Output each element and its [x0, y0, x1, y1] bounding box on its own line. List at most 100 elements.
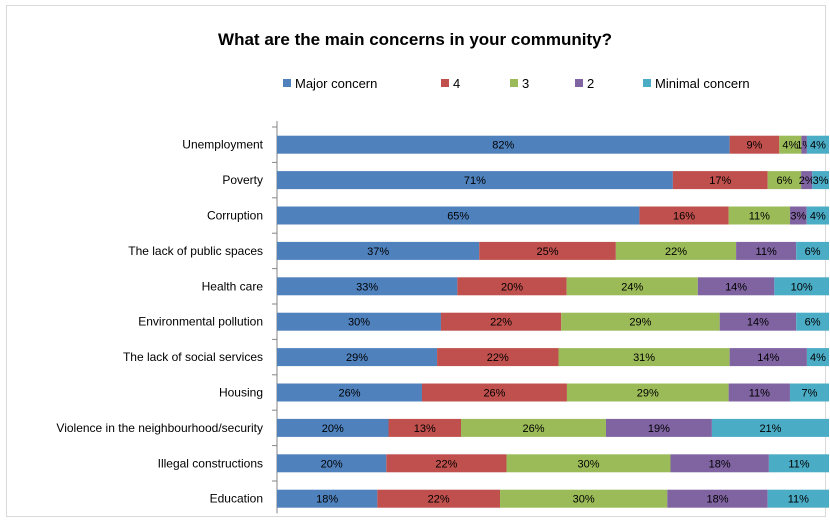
data-label: 14% — [725, 281, 747, 293]
data-label: 26% — [483, 388, 505, 400]
bar-segment — [277, 489, 378, 508]
data-label: 20% — [321, 458, 343, 470]
category-label: Violence in the neighbourhood/security — [56, 421, 263, 435]
legend-swatch — [575, 79, 583, 87]
data-label: 18% — [709, 458, 731, 470]
data-label: 11% — [788, 494, 809, 506]
data-label: 26% — [522, 423, 544, 435]
bar-segment — [388, 418, 461, 437]
chart-title: What are the main concerns in your commu… — [218, 30, 612, 49]
data-label: 65% — [447, 211, 469, 223]
category-label: The lack of social services — [123, 350, 263, 364]
bar-segment — [277, 383, 422, 402]
bar-segment — [500, 489, 668, 508]
data-label: 30% — [573, 494, 595, 506]
bar-segment — [711, 418, 829, 437]
bar-segment — [561, 312, 720, 331]
data-label: 11% — [749, 388, 770, 400]
bar-segment — [806, 348, 829, 367]
bar-segment — [796, 241, 829, 260]
bar-segment — [789, 206, 807, 225]
category-label: Illegal constructions — [158, 456, 263, 470]
bar-segment — [728, 383, 790, 402]
bar-segment — [479, 241, 616, 260]
bar-segment — [277, 348, 438, 367]
data-label: 30% — [578, 458, 600, 470]
bar-segment — [767, 171, 802, 190]
category-label: The lack of public spaces — [128, 244, 263, 258]
bar-segment — [670, 454, 769, 473]
data-label: 19% — [648, 423, 670, 435]
data-label: 20% — [501, 281, 523, 293]
legend-label: Minimal concern — [655, 76, 750, 91]
legend-swatch — [510, 79, 518, 87]
data-label: 18% — [316, 494, 338, 506]
data-label: 6% — [805, 317, 821, 329]
bar-segment — [736, 241, 797, 260]
bar-segment — [605, 418, 712, 437]
bar-segment — [729, 135, 780, 154]
bar-segment — [697, 277, 775, 296]
bar-segment — [615, 241, 737, 260]
data-label: 22% — [435, 458, 457, 470]
data-label: 13% — [414, 423, 436, 435]
data-label: 29% — [637, 388, 659, 400]
bar-segment — [774, 277, 829, 296]
legend-label: 2 — [587, 76, 594, 91]
bar-segment — [812, 171, 829, 190]
bar-segment — [672, 171, 768, 190]
data-label: 18% — [706, 494, 728, 506]
bar-segment — [506, 454, 671, 473]
data-label: 29% — [629, 317, 651, 329]
data-label: 25% — [537, 246, 559, 258]
data-label: 22% — [487, 352, 509, 364]
bar-segment — [667, 489, 768, 508]
data-label: 4% — [810, 211, 826, 223]
category-label: Health care — [202, 279, 264, 293]
bar-segment — [566, 277, 698, 296]
bar-segment — [277, 454, 387, 473]
bar-segment — [719, 312, 797, 331]
bar-segment — [457, 277, 567, 296]
data-label: 6% — [805, 246, 821, 258]
data-label: 11% — [749, 211, 770, 223]
bar-segment — [789, 383, 829, 402]
data-label: 22% — [428, 494, 450, 506]
data-label: 11% — [788, 458, 809, 470]
data-label: 71% — [464, 175, 486, 187]
bar-segment — [421, 383, 567, 402]
category-label: Environmental pollution — [138, 315, 263, 329]
legend-label: Major concern — [295, 76, 377, 91]
bar-segment — [767, 489, 829, 508]
bar-segment — [277, 312, 441, 331]
bar-segment — [277, 171, 673, 190]
data-label: 4% — [810, 140, 826, 152]
bar-segment — [779, 135, 802, 154]
bar-segment — [277, 418, 389, 437]
bar-segment — [801, 171, 813, 190]
category-label: Housing — [219, 386, 263, 400]
bar-segment — [558, 348, 730, 367]
bar-segment — [729, 348, 807, 367]
legend-swatch — [441, 79, 449, 87]
data-label: 17% — [709, 175, 731, 187]
bar-segment — [437, 348, 559, 367]
data-label: 11% — [756, 246, 777, 258]
bar-segment — [728, 206, 790, 225]
bar-segment — [377, 489, 501, 508]
data-label: 22% — [490, 317, 512, 329]
data-label: 16% — [673, 211, 695, 223]
category-label: Poverty — [222, 173, 263, 187]
legend-swatch — [283, 79, 291, 87]
bar-segment — [277, 241, 480, 260]
data-label: 3% — [813, 175, 829, 187]
data-label: 14% — [747, 317, 769, 329]
bar-segment — [801, 135, 807, 154]
bar-segment — [566, 383, 729, 402]
bar-segment — [277, 206, 640, 225]
data-label: 4% — [810, 352, 826, 364]
data-label: 20% — [322, 423, 344, 435]
bar-segment — [440, 312, 562, 331]
data-label: 9% — [747, 140, 763, 152]
